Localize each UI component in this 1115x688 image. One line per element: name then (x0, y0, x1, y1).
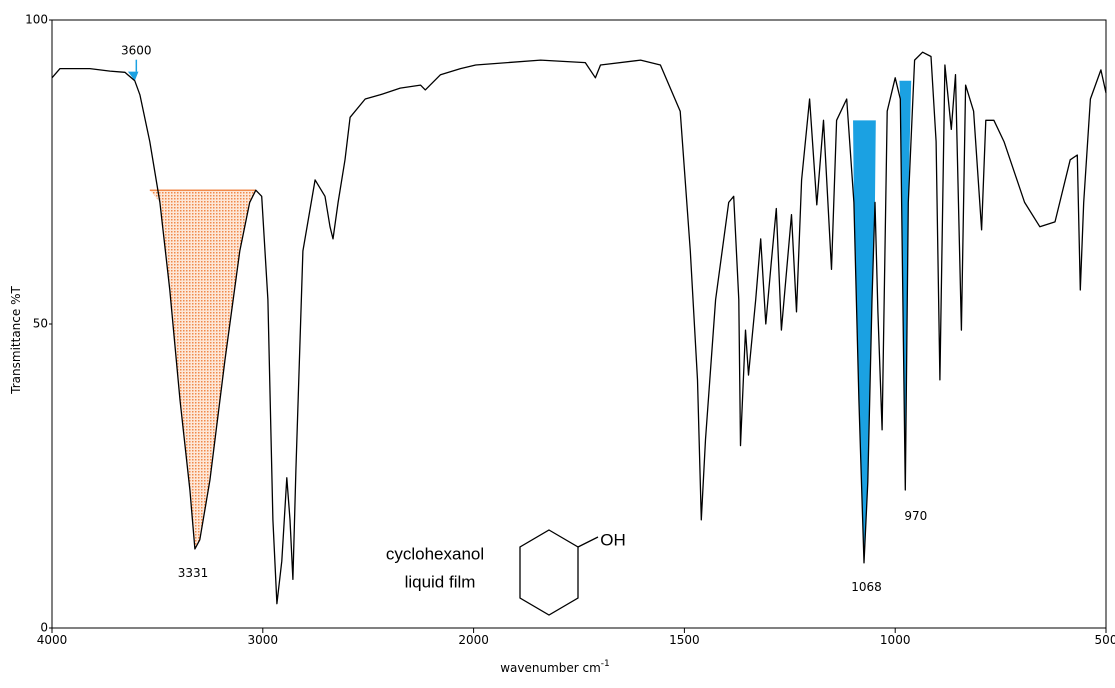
x-axis-label-sup: -1 (601, 659, 610, 669)
ring (519, 529, 579, 616)
x-tick-label: 3000 (248, 633, 279, 647)
peak-highlight (899, 80, 912, 490)
x-axis-label-text: wavenumber cm (500, 661, 601, 675)
peak-label: 3600 (121, 44, 152, 58)
x-tick-label: 500 (1095, 633, 1115, 647)
x-tick-label: 4000 (37, 633, 68, 647)
x-axis-label: wavenumber cm-1 (500, 659, 610, 675)
peak-highlight (853, 120, 876, 563)
peak-label: 1068 (851, 580, 882, 594)
y-tick-label: 0 (40, 621, 48, 635)
bond (577, 536, 599, 548)
compound-label: cyclohexanol (386, 544, 484, 563)
y-axis-label: Transmittance %T (9, 286, 23, 395)
molecule (519, 529, 599, 616)
peak-highlight (149, 190, 256, 549)
oh-label: OH (600, 530, 626, 549)
peak-label: 970 (904, 509, 927, 523)
peak-highlight (127, 71, 139, 81)
x-tick-label: 1000 (880, 633, 911, 647)
y-tick-label: 100 (25, 13, 48, 27)
spectrum-line (51, 51, 1107, 605)
y-tick-label: 50 (33, 317, 48, 331)
x-tick-label: 2000 (458, 633, 489, 647)
peak-label: 3331 (178, 566, 209, 580)
x-tick-label: 1500 (669, 633, 700, 647)
sample-label: liquid film (405, 572, 476, 591)
